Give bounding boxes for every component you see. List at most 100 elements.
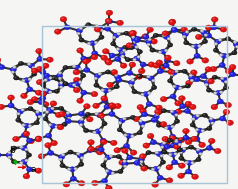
Circle shape — [60, 86, 61, 87]
Circle shape — [27, 87, 33, 92]
Circle shape — [73, 84, 74, 85]
Circle shape — [92, 51, 98, 56]
Circle shape — [141, 94, 142, 95]
Circle shape — [60, 155, 62, 157]
Circle shape — [169, 136, 176, 141]
Circle shape — [211, 17, 218, 22]
Circle shape — [45, 89, 51, 94]
Circle shape — [113, 37, 114, 38]
Circle shape — [38, 115, 41, 118]
Circle shape — [199, 153, 202, 155]
Circle shape — [52, 141, 54, 143]
Circle shape — [38, 81, 40, 82]
Circle shape — [101, 116, 102, 117]
Circle shape — [190, 79, 193, 82]
Circle shape — [191, 124, 193, 125]
Circle shape — [47, 108, 53, 113]
Circle shape — [121, 64, 124, 66]
Circle shape — [80, 27, 81, 28]
Circle shape — [28, 63, 29, 64]
Circle shape — [138, 50, 140, 52]
Circle shape — [189, 74, 192, 77]
Circle shape — [210, 67, 217, 72]
Circle shape — [220, 27, 227, 32]
Circle shape — [130, 30, 137, 36]
Circle shape — [111, 42, 116, 46]
Circle shape — [138, 131, 140, 133]
Circle shape — [201, 75, 203, 76]
Circle shape — [180, 97, 182, 98]
Circle shape — [220, 91, 221, 92]
Circle shape — [104, 89, 106, 91]
Circle shape — [166, 125, 173, 130]
Circle shape — [144, 166, 145, 167]
Circle shape — [110, 155, 111, 156]
Circle shape — [207, 146, 209, 148]
Circle shape — [170, 135, 173, 137]
Circle shape — [119, 48, 121, 50]
Circle shape — [114, 34, 116, 36]
Circle shape — [149, 63, 152, 65]
Circle shape — [96, 113, 103, 118]
Circle shape — [130, 45, 131, 46]
Circle shape — [81, 74, 83, 76]
Circle shape — [36, 138, 39, 139]
Circle shape — [174, 153, 176, 154]
Circle shape — [158, 70, 160, 71]
Circle shape — [8, 151, 11, 154]
Circle shape — [92, 180, 98, 186]
Circle shape — [78, 111, 84, 116]
Circle shape — [110, 104, 112, 105]
Circle shape — [63, 82, 68, 86]
Circle shape — [205, 84, 207, 85]
Circle shape — [219, 39, 220, 40]
Circle shape — [144, 35, 146, 37]
Circle shape — [197, 158, 199, 160]
Circle shape — [21, 108, 24, 111]
Circle shape — [215, 39, 221, 44]
Circle shape — [46, 77, 48, 79]
Circle shape — [8, 103, 14, 108]
Circle shape — [138, 68, 145, 74]
Circle shape — [117, 79, 121, 81]
Circle shape — [219, 91, 223, 94]
Circle shape — [141, 155, 143, 156]
Circle shape — [28, 139, 30, 141]
Circle shape — [55, 77, 57, 79]
Circle shape — [123, 46, 125, 47]
Circle shape — [106, 27, 108, 29]
Circle shape — [129, 84, 133, 87]
Circle shape — [153, 166, 159, 171]
Circle shape — [206, 68, 208, 70]
Circle shape — [42, 84, 44, 85]
Circle shape — [141, 166, 147, 171]
Circle shape — [49, 91, 52, 94]
Circle shape — [193, 28, 194, 29]
Circle shape — [85, 105, 87, 106]
Circle shape — [115, 74, 116, 75]
Circle shape — [47, 57, 53, 62]
Circle shape — [157, 69, 164, 74]
Circle shape — [180, 157, 182, 158]
Circle shape — [77, 32, 80, 35]
Circle shape — [154, 64, 156, 66]
Circle shape — [211, 122, 213, 123]
Circle shape — [197, 150, 200, 152]
Circle shape — [152, 85, 157, 90]
Circle shape — [22, 160, 24, 162]
Circle shape — [36, 112, 42, 117]
Circle shape — [156, 152, 162, 156]
Circle shape — [221, 77, 227, 82]
Circle shape — [230, 65, 233, 67]
Circle shape — [100, 129, 101, 130]
Circle shape — [51, 140, 57, 146]
Circle shape — [198, 45, 201, 47]
Circle shape — [36, 111, 39, 113]
Circle shape — [64, 66, 66, 68]
Circle shape — [86, 117, 93, 122]
Circle shape — [209, 118, 215, 123]
Circle shape — [229, 64, 236, 70]
Circle shape — [87, 42, 91, 45]
Circle shape — [221, 117, 223, 119]
Circle shape — [132, 90, 137, 94]
